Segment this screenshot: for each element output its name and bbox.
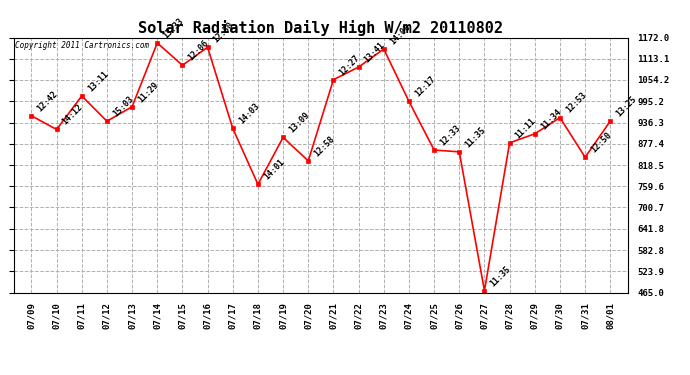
Text: 12:53: 12:53	[564, 91, 588, 115]
Text: 11:34: 11:34	[539, 107, 563, 131]
Text: 14:08: 14:08	[388, 22, 412, 46]
Text: 12:58: 12:58	[313, 134, 337, 158]
Text: 11:29: 11:29	[136, 80, 160, 104]
Text: 15:03: 15:03	[111, 94, 135, 118]
Text: 12:17: 12:17	[413, 75, 437, 99]
Text: 13:33: 13:33	[161, 16, 186, 40]
Text: 12:06: 12:06	[186, 39, 210, 63]
Text: 12:27: 12:27	[337, 53, 362, 77]
Text: 11:11: 11:11	[514, 116, 538, 140]
Text: 13:11: 13:11	[86, 69, 110, 93]
Text: 12:42: 12:42	[36, 89, 59, 113]
Text: 14:12: 14:12	[61, 103, 85, 127]
Text: 12:50: 12:50	[212, 20, 236, 45]
Text: 12:50: 12:50	[589, 130, 613, 154]
Text: 13:25: 13:25	[615, 94, 638, 118]
Text: 11:35: 11:35	[489, 264, 513, 288]
Text: 13:41: 13:41	[363, 40, 387, 64]
Text: 11:35: 11:35	[464, 125, 487, 149]
Title: Solar Radiation Daily High W/m2 20110802: Solar Radiation Daily High W/m2 20110802	[139, 20, 503, 36]
Text: 14:03: 14:03	[237, 102, 261, 126]
Text: Copyright 2011 Cartronics.com: Copyright 2011 Cartronics.com	[15, 41, 149, 50]
Text: 13:09: 13:09	[287, 111, 311, 135]
Text: 12:33: 12:33	[438, 123, 462, 147]
Text: 14:01: 14:01	[262, 158, 286, 182]
